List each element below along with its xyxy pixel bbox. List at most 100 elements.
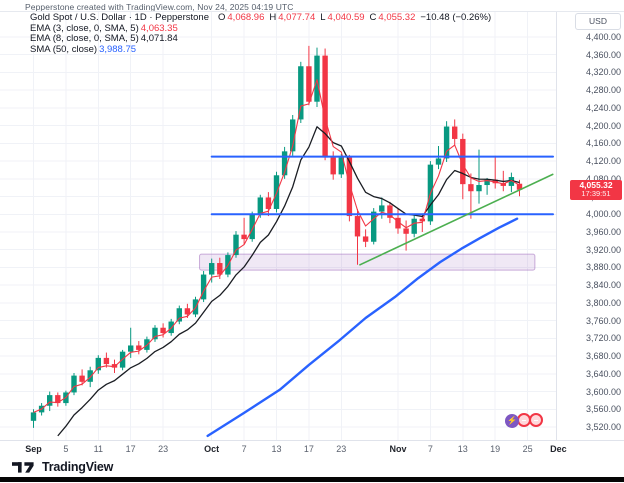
- candle-body: [79, 375, 85, 382]
- price-tick: 3,640.00: [586, 368, 622, 379]
- ema8-line: [57, 126, 520, 437]
- time-tick: Nov: [389, 444, 407, 454]
- event-badge-icon-2[interactable]: [529, 413, 543, 427]
- time-tick: 11: [93, 444, 103, 454]
- price-axis-border: [556, 12, 557, 440]
- candle-body: [346, 157, 353, 217]
- candle-body: [176, 308, 182, 322]
- close-value: 4,055.32: [378, 12, 416, 23]
- candle-body: [184, 308, 191, 315]
- candle-body: [55, 395, 61, 404]
- indicator-row-ema3[interactable]: EMA (3, close, 0, SMA, 5) 4,063.35: [30, 22, 491, 35]
- price-tick: 4,120.00: [586, 156, 622, 167]
- price-tick: 4,280.00: [586, 85, 622, 96]
- price-axis[interactable]: 4,400.00 4,360.00 4,320.00 4,280.00 4,240.00…: [556, 12, 624, 440]
- candle-body: [160, 327, 166, 334]
- tradingview-brand-text: TradingView: [42, 460, 114, 474]
- candle-body: [443, 126, 450, 159]
- candle-body: [136, 345, 142, 350]
- candle-body: [403, 228, 409, 234]
- price-tick: 3,520.00: [586, 422, 622, 433]
- price-tick: 3,600.00: [586, 386, 622, 397]
- ema3-value: 4,063.35: [140, 22, 178, 34]
- sma50-value: 3,988.75: [99, 43, 137, 55]
- candle-body: [484, 179, 490, 186]
- candle-body: [233, 234, 239, 256]
- time-tick: Dec: [550, 444, 567, 454]
- price-tick: 3,680.00: [586, 351, 622, 362]
- candle-body: [290, 119, 296, 152]
- candle-body: [387, 205, 393, 218]
- price-chart-canvas[interactable]: [0, 0, 624, 456]
- price-tick: 3,720.00: [586, 333, 622, 344]
- event-badge-glyph: [534, 419, 538, 421]
- event-badge-glyph: [522, 419, 526, 421]
- low-label: L: [320, 12, 326, 23]
- candle-body: [379, 205, 385, 212]
- symbol-row[interactable]: Gold Spot / U.S. Dollar · 1D · Peppersto…: [30, 12, 491, 24]
- candle-body: [128, 345, 134, 352]
- sma50-label: SMA (50, close): [30, 43, 98, 55]
- candle-body: [468, 184, 474, 192]
- candle-body: [217, 263, 223, 275]
- candle-body: [298, 66, 304, 120]
- price-tick: 3,560.00: [586, 404, 622, 415]
- candle-body: [354, 216, 361, 237]
- candle-body: [362, 236, 369, 242]
- candle-body: [87, 370, 93, 382]
- price-tick: 3,920.00: [586, 244, 622, 255]
- ema8-label: EMA (8, close, 0, SMA, 5): [30, 33, 139, 44]
- candle-body: [435, 158, 442, 165]
- chart-legend: Gold Spot / U.S. Dollar · 1D · Peppersto…: [30, 12, 491, 56]
- indicator-row-ema8[interactable]: EMA (8, close, 0, SMA, 5) 4,071.84: [30, 33, 491, 45]
- open-value: 4,068.96: [227, 12, 265, 23]
- indicator-row-sma50[interactable]: SMA (50, close) 3,988.75: [30, 43, 491, 56]
- candle-body: [306, 66, 312, 102]
- candle-body: [265, 197, 272, 209]
- candle-body: [152, 327, 158, 340]
- time-tick: Oct: [204, 444, 220, 454]
- candle-body: [500, 183, 506, 186]
- candle-body: [476, 185, 482, 192]
- tradingview-logo-icon: [12, 462, 34, 473]
- price-tick: 3,960.00: [586, 227, 622, 237]
- price-tick: 3,840.00: [586, 280, 622, 291]
- candle-body: [338, 157, 344, 175]
- open-label: O: [218, 12, 226, 23]
- price-tick: 4,240.00: [586, 102, 622, 113]
- price-tick: 4,360.00: [586, 49, 622, 60]
- candle-body: [257, 197, 263, 215]
- candle-body: [371, 211, 377, 242]
- bottom-black-bar: [0, 477, 624, 482]
- last-price-marker: 4,055.32 17:39:51: [570, 179, 622, 200]
- footer-brand[interactable]: TradingView: [12, 458, 113, 476]
- time-tick: 7: [427, 444, 433, 454]
- time-tick: 23: [336, 444, 347, 454]
- candle-body: [322, 55, 328, 158]
- candle-body: [71, 375, 77, 393]
- candle-body: [241, 234, 247, 240]
- bar-countdown: 17:39:51: [581, 188, 611, 198]
- time-tick: 17: [303, 444, 314, 454]
- candle-body: [249, 214, 255, 240]
- time-tick: Sep: [25, 444, 42, 454]
- candle-body: [314, 55, 320, 102]
- candle-body: [95, 357, 101, 371]
- time-axis[interactable]: Sep 5 11 17 23 Oct 7 13 17 23 Nov 7 13 19 25 Dec: [0, 441, 624, 457]
- price-tick: 3,760.00: [586, 315, 622, 326]
- candle-body: [460, 138, 466, 185]
- lightning-event-icon[interactable]: ⚡: [505, 414, 519, 428]
- price-tick: 3,880.00: [586, 262, 622, 273]
- last-price-value: 4,055.32: [579, 179, 613, 190]
- time-tick: 7: [241, 444, 247, 454]
- attribution-text: Pepperstone created with TradingView.com…: [25, 2, 294, 12]
- time-axis-border: [0, 440, 624, 441]
- symbol-title[interactable]: Gold Spot / U.S. Dollar · 1D · Peppersto…: [30, 12, 209, 23]
- currency-toggle[interactable]: USD: [575, 13, 621, 30]
- price-tick: 3,800.00: [586, 297, 622, 308]
- candle-body: [281, 151, 288, 176]
- price-tick: 4,400.00: [586, 32, 622, 42]
- event-badge-icon-1[interactable]: [517, 413, 531, 427]
- ema3-label: EMA (3, close, 0, SMA, 5): [30, 22, 139, 34]
